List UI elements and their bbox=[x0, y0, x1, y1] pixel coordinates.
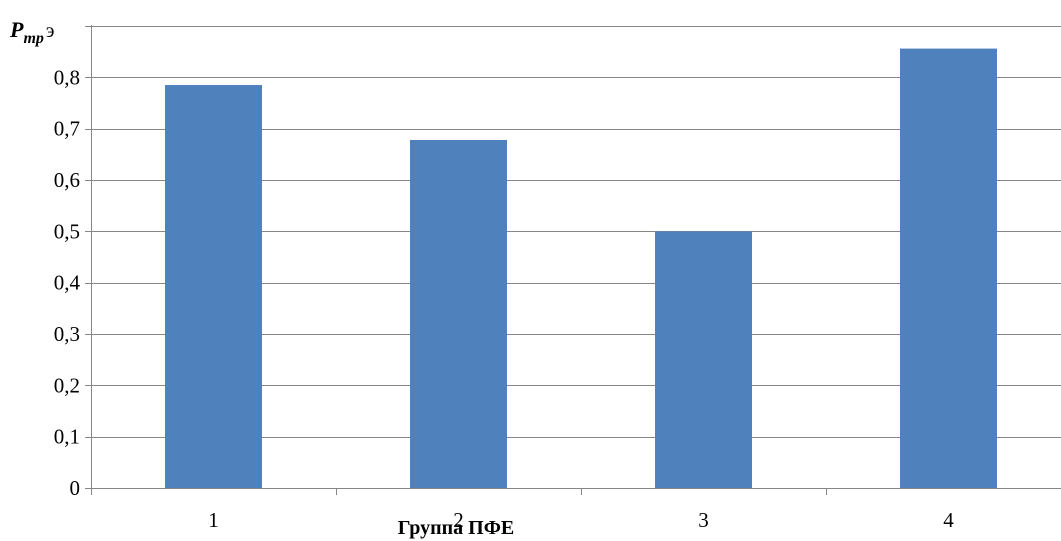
x-tick-label: 3 bbox=[698, 508, 709, 532]
bar-3 bbox=[655, 231, 752, 489]
bar-2 bbox=[410, 139, 507, 488]
y-tick-label: 0,4 bbox=[54, 271, 81, 295]
x-tick-label: 4 bbox=[943, 508, 954, 532]
y-tick-labels: 0 0,1 0,2 0,3 0,4 0,5 0,6 0,7 0,8 bbox=[54, 65, 81, 500]
y-tick-label: 0,1 bbox=[54, 425, 80, 449]
x-tick-label: 1 bbox=[208, 508, 219, 532]
y-tick-label: 0,6 bbox=[54, 168, 80, 192]
y-tick-label: 0,3 bbox=[54, 322, 80, 346]
y-tick-label: 0,8 bbox=[54, 65, 80, 89]
y-tick-label: 0,5 bbox=[54, 219, 80, 243]
bar-4 bbox=[900, 48, 997, 488]
y-tick-label: 0 bbox=[70, 476, 81, 500]
y-tick-label: 0,2 bbox=[54, 373, 80, 397]
bar-1 bbox=[165, 85, 262, 489]
y-tick-label: 0,7 bbox=[54, 117, 80, 141]
bars bbox=[165, 48, 997, 489]
axes bbox=[85, 25, 1061, 495]
x-axis-title: Группа ПФЕ bbox=[398, 517, 514, 539]
x-tick-labels: 1 2 3 4 bbox=[208, 508, 954, 532]
y-axis-title: Pтр э bbox=[9, 17, 55, 47]
x-tick-label: 2 bbox=[453, 508, 464, 532]
